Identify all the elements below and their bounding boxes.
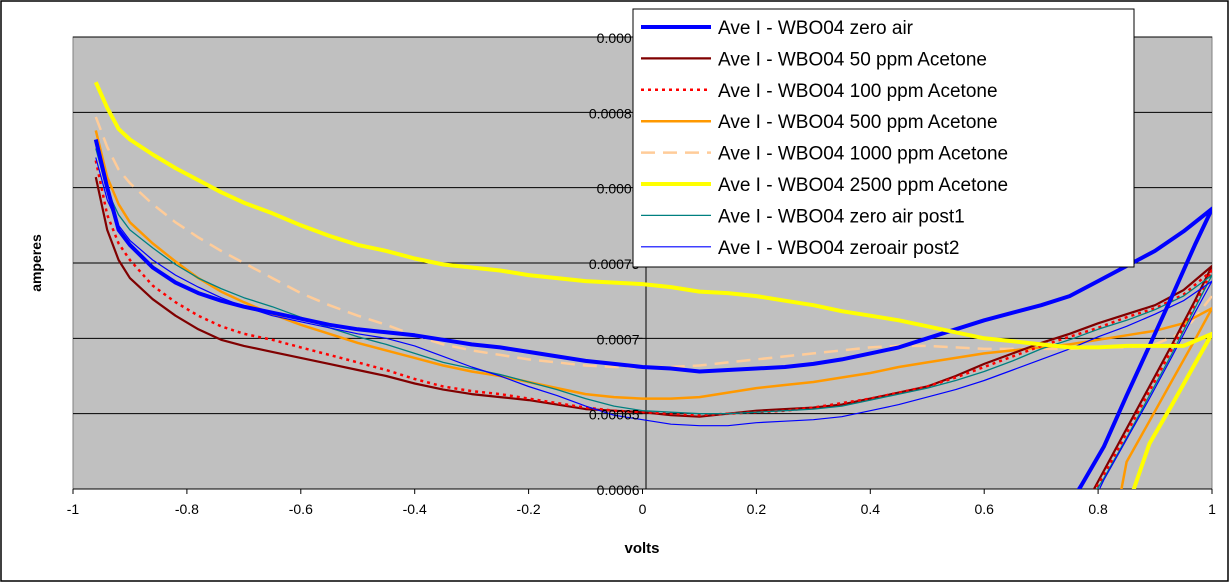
legend-label: Ave I - WBO04 50 ppm Acetone	[718, 49, 987, 70]
x-tick-label: 0.2	[747, 501, 767, 517]
series-line-3	[94, 160, 1212, 489]
y-tick-labels: 0.0006 0.00065 0.0007 0.00075 0.0008 0.00085 0…	[589, 30, 643, 498]
series-line-1	[93, 139, 1212, 489]
y-tick-label: 0.0007	[597, 331, 640, 347]
x-tick-label: -0.4	[403, 501, 427, 517]
series-line-5	[94, 116, 1212, 369]
series-layer	[93, 81, 1212, 489]
x-axis-label: volts	[624, 540, 659, 557]
legend-label: Ave I - WBO04 zero air post1	[718, 206, 965, 227]
y-axis-label: amperes	[28, 234, 44, 292]
y-tick-label: 0.00065	[589, 407, 640, 423]
legend-label: Ave I - WBO04 500 ppm Acetone	[718, 112, 998, 133]
legend-label: Ave I - WBO04 100 ppm Acetone	[718, 81, 998, 102]
x-tick-label: 0.6	[974, 501, 994, 517]
y-tick-label: 0.0009	[597, 30, 640, 46]
legend-items: Ave I - WBO04 zero air Ave I - WBO04 50 p…	[641, 18, 1008, 259]
x-tick-label: -0.8	[175, 501, 199, 517]
y-tick-label: 0.0006	[597, 482, 640, 498]
legend-label: Ave I - WBO04 zero air	[718, 18, 914, 39]
series-line-7	[95, 148, 1212, 489]
x-tick-label: 1	[1208, 501, 1216, 517]
y-tick-label: 0.00085	[589, 105, 640, 121]
x-tick-label: 0.4	[861, 501, 881, 517]
y-tick-label: 0.00075	[589, 256, 640, 272]
x-tick-label: -0.6	[289, 501, 313, 517]
series-line-2	[94, 176, 1212, 489]
x-tick-label: 0	[639, 501, 647, 517]
x-tick-labels: -1 -0.8 -0.6 -0.4 -0.2 0 0.2 0.4 0.6 0.8 1	[67, 489, 1216, 517]
legend-label: Ave I - WBO04 zeroair post2	[718, 238, 959, 259]
legend-label: Ave I - WBO04 1000 ppm Acetone	[718, 144, 1008, 165]
x-tick-label: -0.2	[517, 501, 541, 517]
legend-box	[632, 8, 1135, 268]
series-line-4	[94, 130, 1212, 489]
y-tick-label: 0.0008	[597, 181, 640, 197]
legend: Ave I - WBO04 zero air Ave I - WBO04 50 p…	[632, 8, 1135, 268]
x-tick-label: 0.8	[1088, 501, 1108, 517]
x-tick-label: -1	[67, 501, 80, 517]
legend-label: Ave I - WBO04 2500 ppm Acetone	[718, 175, 1008, 196]
series-line-6	[93, 81, 1212, 489]
